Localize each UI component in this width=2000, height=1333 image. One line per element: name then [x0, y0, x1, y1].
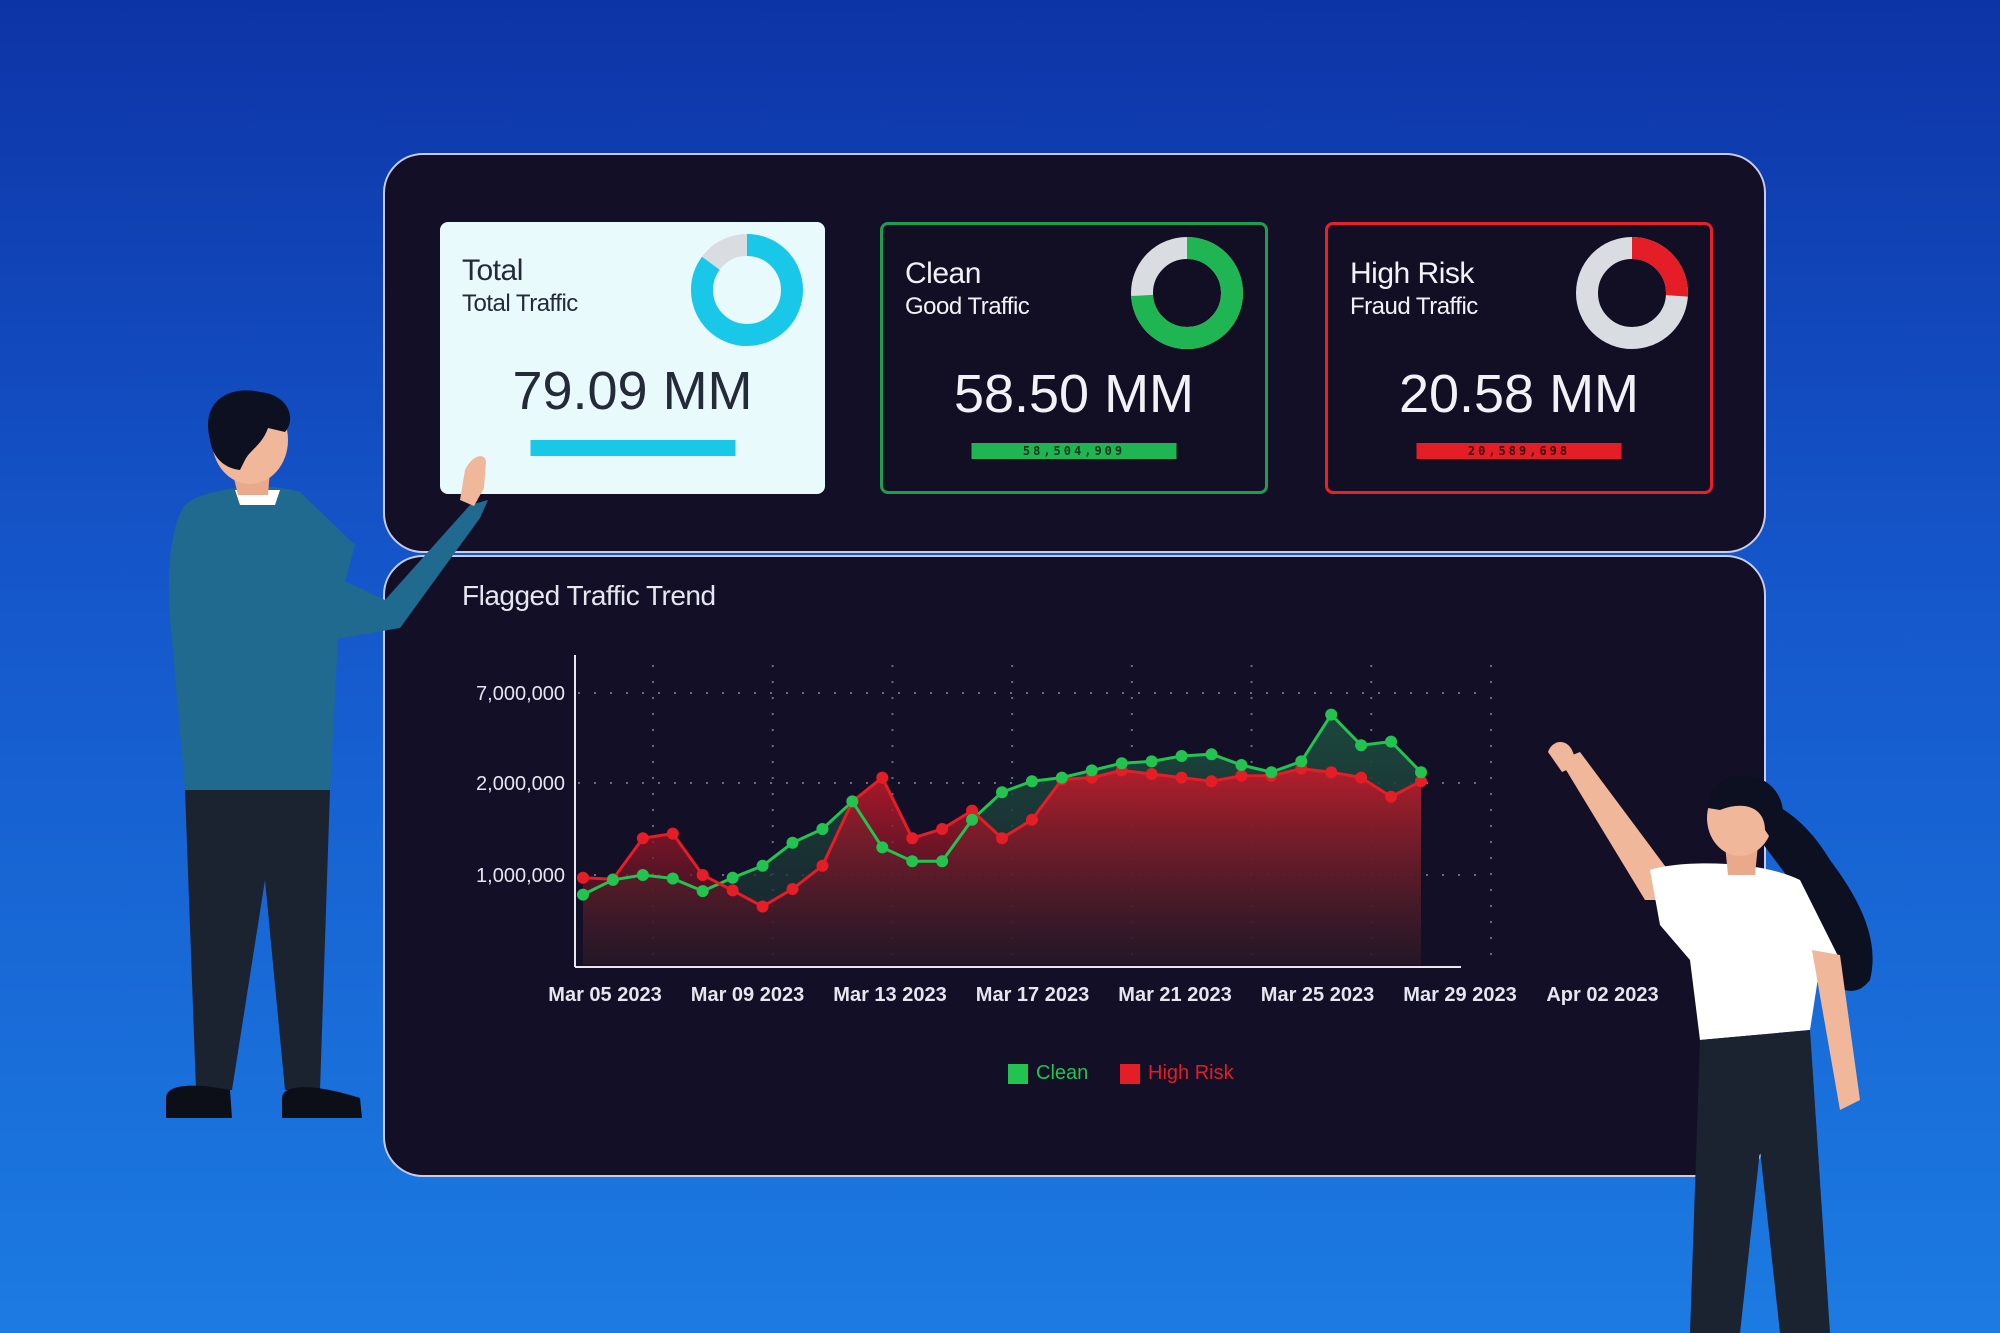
card-value: 58.50 MM: [953, 364, 1195, 424]
high-risk-area: [583, 768, 1421, 965]
clean-point[interactable]: [1085, 764, 1098, 777]
high-risk-traffic-card[interactable]: High Risk Fraud Traffic 20.58 MM 20,589,…: [1325, 222, 1713, 494]
clean-point[interactable]: [786, 836, 799, 849]
donut-chart-icon: [1131, 237, 1243, 349]
clean-point[interactable]: [1055, 771, 1068, 784]
legend-label: High Risk: [1148, 1062, 1234, 1084]
clean-point[interactable]: [1235, 759, 1248, 771]
clean-point[interactable]: [1415, 766, 1427, 779]
clean-point[interactable]: [1205, 748, 1218, 761]
legend-item-clean[interactable]: Clean: [1008, 1062, 1088, 1085]
card-value-bar: 20,589,698: [1416, 443, 1622, 459]
high-risk-point[interactable]: [966, 804, 979, 817]
clean-point[interactable]: [1295, 755, 1308, 768]
clean-point[interactable]: [606, 873, 619, 886]
clean-point[interactable]: [1175, 750, 1188, 762]
clean-point[interactable]: [846, 795, 859, 808]
high-risk-point[interactable]: [1145, 768, 1158, 780]
clean-point[interactable]: [1325, 708, 1338, 721]
x-tick-label: Mar 17 2023: [976, 984, 1089, 1006]
card-subtitle: Total Traffic: [462, 290, 578, 317]
clean-point[interactable]: [966, 813, 979, 826]
high-risk-point[interactable]: [756, 900, 769, 913]
card-value: 20.58 MM: [1398, 364, 1640, 424]
clean-point[interactable]: [906, 855, 919, 868]
clean-point[interactable]: [816, 823, 829, 835]
card-value: 79.09 MM: [512, 361, 753, 421]
card-value-bar: [530, 440, 735, 456]
card-subtitle: Fraud Traffic: [1350, 293, 1478, 320]
high-risk-point[interactable]: [936, 823, 949, 835]
high-risk-point[interactable]: [1175, 771, 1188, 784]
high-risk-point[interactable]: [786, 883, 799, 895]
high-risk-point[interactable]: [1325, 766, 1338, 779]
clean-point[interactable]: [756, 859, 769, 872]
high-risk-point[interactable]: [696, 869, 709, 881]
high-risk-point[interactable]: [1205, 775, 1218, 788]
clean-point[interactable]: [1385, 735, 1398, 748]
x-tick-label: Mar 25 2023: [1261, 984, 1374, 1006]
clean-point[interactable]: [1025, 775, 1038, 788]
clean-point[interactable]: [696, 885, 709, 898]
x-tick-label: Mar 09 2023: [691, 984, 804, 1006]
clean-point[interactable]: [636, 869, 649, 881]
x-tick-label: Mar 13 2023: [833, 984, 946, 1006]
clean-point[interactable]: [577, 888, 589, 901]
clean-point[interactable]: [1265, 766, 1278, 779]
donut-chart-icon: [1576, 237, 1688, 349]
high-risk-point[interactable]: [1385, 790, 1398, 803]
x-tick-label: Mar 21 2023: [1118, 984, 1231, 1006]
legend-swatch-clean: [1008, 1063, 1028, 1084]
high-risk-point[interactable]: [666, 827, 679, 840]
card-title: Total: [462, 254, 523, 287]
high-risk-point[interactable]: [816, 859, 829, 872]
clean-point[interactable]: [726, 871, 739, 884]
clean-point[interactable]: [1115, 757, 1128, 770]
high-risk-point[interactable]: [577, 871, 589, 884]
high-risk-point[interactable]: [1355, 771, 1368, 784]
flagged-traffic-chart: 7,000,000 2,000,000 1,000,000 Mar 05 2023 M…: [476, 655, 1659, 1006]
x-tick-label: Mar 29 2023: [1403, 984, 1516, 1006]
x-tick-label: Apr 02 2023: [1546, 984, 1658, 1006]
clean-point[interactable]: [996, 786, 1008, 799]
clean-point[interactable]: [936, 855, 949, 868]
card-value-bar: 58,504,909: [971, 443, 1177, 459]
total-traffic-card[interactable]: Total Total Traffic 79.09 MM: [440, 222, 825, 494]
card-subtitle: Good Traffic: [905, 293, 1030, 320]
donut-chart-icon: [691, 234, 803, 346]
high-risk-point[interactable]: [726, 884, 739, 897]
high-risk-point[interactable]: [906, 832, 919, 845]
legend-label: Clean: [1036, 1062, 1089, 1084]
legend-item-high-risk[interactable]: High Risk: [1120, 1062, 1234, 1085]
clean-traffic-card[interactable]: Clean Good Traffic 58.50 MM 58,504,909: [880, 222, 1268, 494]
clean-point[interactable]: [1145, 755, 1158, 768]
high-risk-point[interactable]: [1415, 775, 1427, 788]
y-tick-label: 1,000,000: [476, 865, 565, 887]
high-risk-point[interactable]: [1025, 813, 1038, 826]
high-risk-point[interactable]: [636, 832, 649, 845]
high-risk-point[interactable]: [876, 771, 889, 784]
y-tick-label: 2,000,000: [476, 773, 565, 795]
legend-swatch-high-risk: [1120, 1063, 1140, 1084]
high-risk-point[interactable]: [1235, 769, 1248, 782]
card-title: Clean: [905, 257, 981, 290]
clean-point[interactable]: [876, 841, 889, 854]
clean-point[interactable]: [1355, 739, 1368, 752]
x-tick-label: Mar 05 2023: [548, 984, 661, 1006]
clean-point[interactable]: [666, 872, 679, 885]
chart-title: Flagged Traffic Trend: [462, 580, 716, 611]
high-risk-point[interactable]: [996, 832, 1008, 845]
card-title: High Risk: [1350, 257, 1474, 290]
y-tick-label: 7,000,000: [476, 683, 565, 705]
